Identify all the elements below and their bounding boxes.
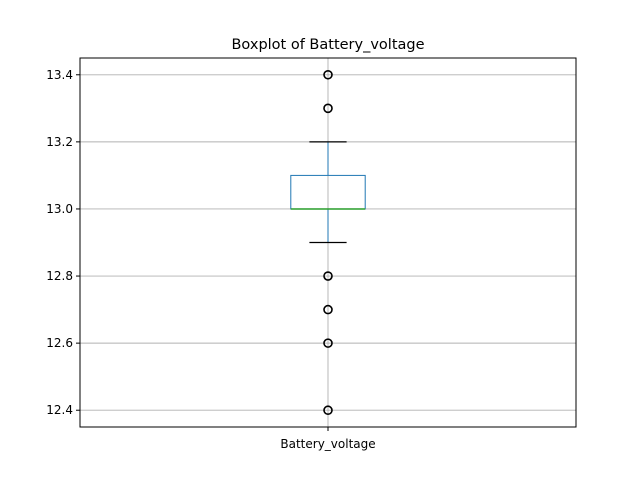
outlier-point	[323, 338, 333, 348]
y-tick-label: 12.8	[46, 269, 73, 283]
x-tick-label: Battery_voltage	[280, 437, 375, 451]
y-tick-label: 12.6	[46, 336, 73, 350]
chart-title: Boxplot of Battery_voltage	[231, 37, 424, 53]
outlier-point	[323, 405, 333, 416]
y-tick-label: 12.4	[46, 403, 73, 417]
y-tick-label: 13.2	[46, 135, 73, 149]
y-tick-label: 13.0	[46, 202, 73, 216]
outlier-point	[323, 69, 333, 80]
outlier-point	[323, 103, 333, 114]
outlier-point	[323, 271, 333, 281]
outlier-point	[323, 304, 333, 315]
y-tick-label: 13.4	[46, 68, 73, 82]
axes-frame	[79, 57, 577, 428]
plot-layer	[290, 69, 366, 416]
axis-layer: 12.4 12.6 12.8 13.0 13.2 13.4 Battery_voltage	[46, 57, 577, 451]
